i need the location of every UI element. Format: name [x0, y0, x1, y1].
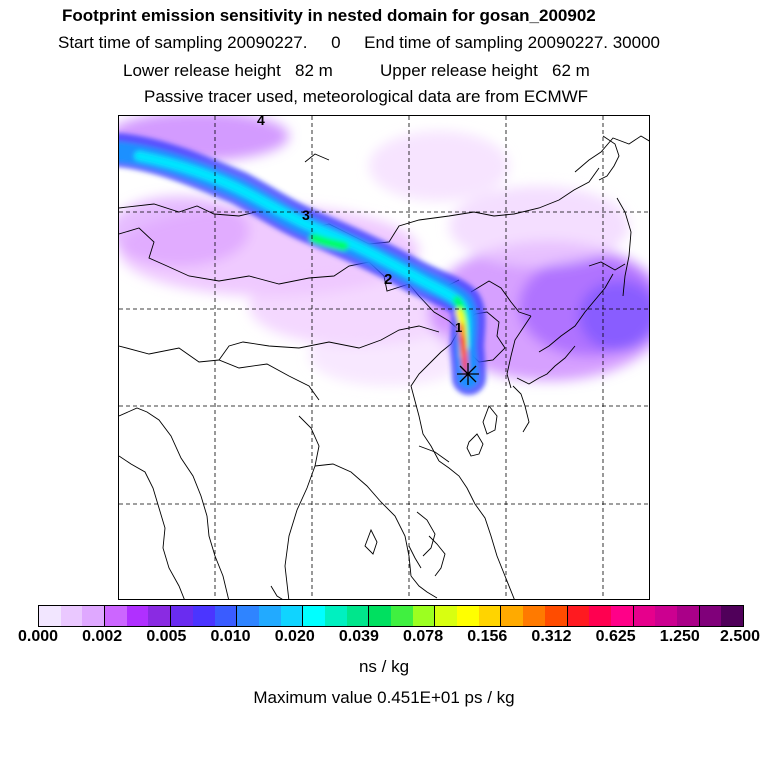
colorbar-segment	[589, 606, 611, 626]
colorbar-segment	[721, 606, 743, 626]
map-grid	[119, 116, 649, 599]
colorbar	[38, 605, 744, 627]
colorbar-segment	[280, 606, 304, 626]
colorbar-segment	[105, 606, 127, 626]
colorbar-segment	[214, 606, 238, 626]
colorbar-tick-label: 0.625	[595, 628, 636, 645]
colorbar-tick-labels: 0.000 0.002 0.005 0.010 0.020 0.039 0.078 0.156…	[0, 628, 768, 652]
colorbar-segment	[567, 606, 590, 626]
colorbar-segment	[435, 606, 458, 626]
map-canvas: 4 3 2 1	[119, 116, 649, 599]
day-marker-3: 3	[302, 207, 310, 223]
colorbar-segment	[369, 606, 391, 626]
colorbar-segment	[655, 606, 677, 626]
colorbar-segment	[82, 606, 106, 626]
colorbar-segment	[457, 606, 479, 626]
colorbar-segment	[258, 606, 281, 626]
colorbar-segment	[324, 606, 347, 626]
colorbar-segment	[192, 606, 215, 626]
colorbar-segment	[412, 606, 436, 626]
colorbar-tick-label: 2.500	[719, 628, 761, 645]
day-marker-1: 1	[455, 320, 462, 335]
colorbar-segment	[699, 606, 722, 626]
sampling-time-line: Start time of sampling 20090227. 0 End t…	[58, 33, 660, 52]
receptor-star-icon	[457, 363, 479, 385]
colorbar-segment	[148, 606, 172, 626]
day-marker-4: 4	[257, 116, 265, 128]
colorbar-segment	[171, 606, 193, 626]
colorbar-tick-label: 0.156	[467, 628, 508, 645]
day-marker-2: 2	[384, 271, 392, 288]
map-title: Footprint emission sensitivity in nested…	[62, 6, 596, 25]
colorbar-segment	[501, 606, 524, 626]
colorbar-segment	[126, 606, 149, 626]
colorbar-tick-label: 0.312	[531, 628, 572, 645]
maximum-value-label: Maximum value 0.451E+01 ps / kg	[253, 688, 515, 707]
colorbar-segment	[478, 606, 502, 626]
colorbar-tick-label: 0.078	[403, 628, 444, 645]
colorbar-segment	[346, 606, 370, 626]
colorbar-tick-label: 0.010	[210, 628, 251, 645]
footprint-map: 4 3 2 1	[118, 115, 650, 600]
colorbar-tick-label: 0.039	[338, 628, 379, 645]
tracer-info-line: Passive tracer used, meteorological data…	[144, 87, 589, 106]
release-height-line: Lower release height 82 m Upper release …	[123, 61, 590, 80]
plume-trajectory	[119, 133, 486, 395]
colorbar-segment	[303, 606, 325, 626]
colorbar-tick-label: 0.020	[274, 628, 315, 645]
colorbar-segment	[633, 606, 656, 626]
coastlines	[119, 135, 649, 599]
colorbar-tick-label: 0.002	[82, 628, 123, 645]
colorbar-segment	[391, 606, 413, 626]
colorbar-segment	[39, 606, 61, 626]
colorbar-tick-label: 0.005	[146, 628, 187, 645]
colorbar-segment	[544, 606, 568, 626]
colorbar-segment	[676, 606, 700, 626]
colorbar-tick-label: 1.250	[659, 628, 700, 645]
colorbar-tick-label: 0.000	[17, 628, 59, 645]
colorbar-segment	[523, 606, 545, 626]
colorbar-segment	[610, 606, 634, 626]
colorbar-segment	[237, 606, 259, 626]
colorbar-unit: ns / kg	[358, 657, 410, 676]
colorbar-segment	[60, 606, 83, 626]
